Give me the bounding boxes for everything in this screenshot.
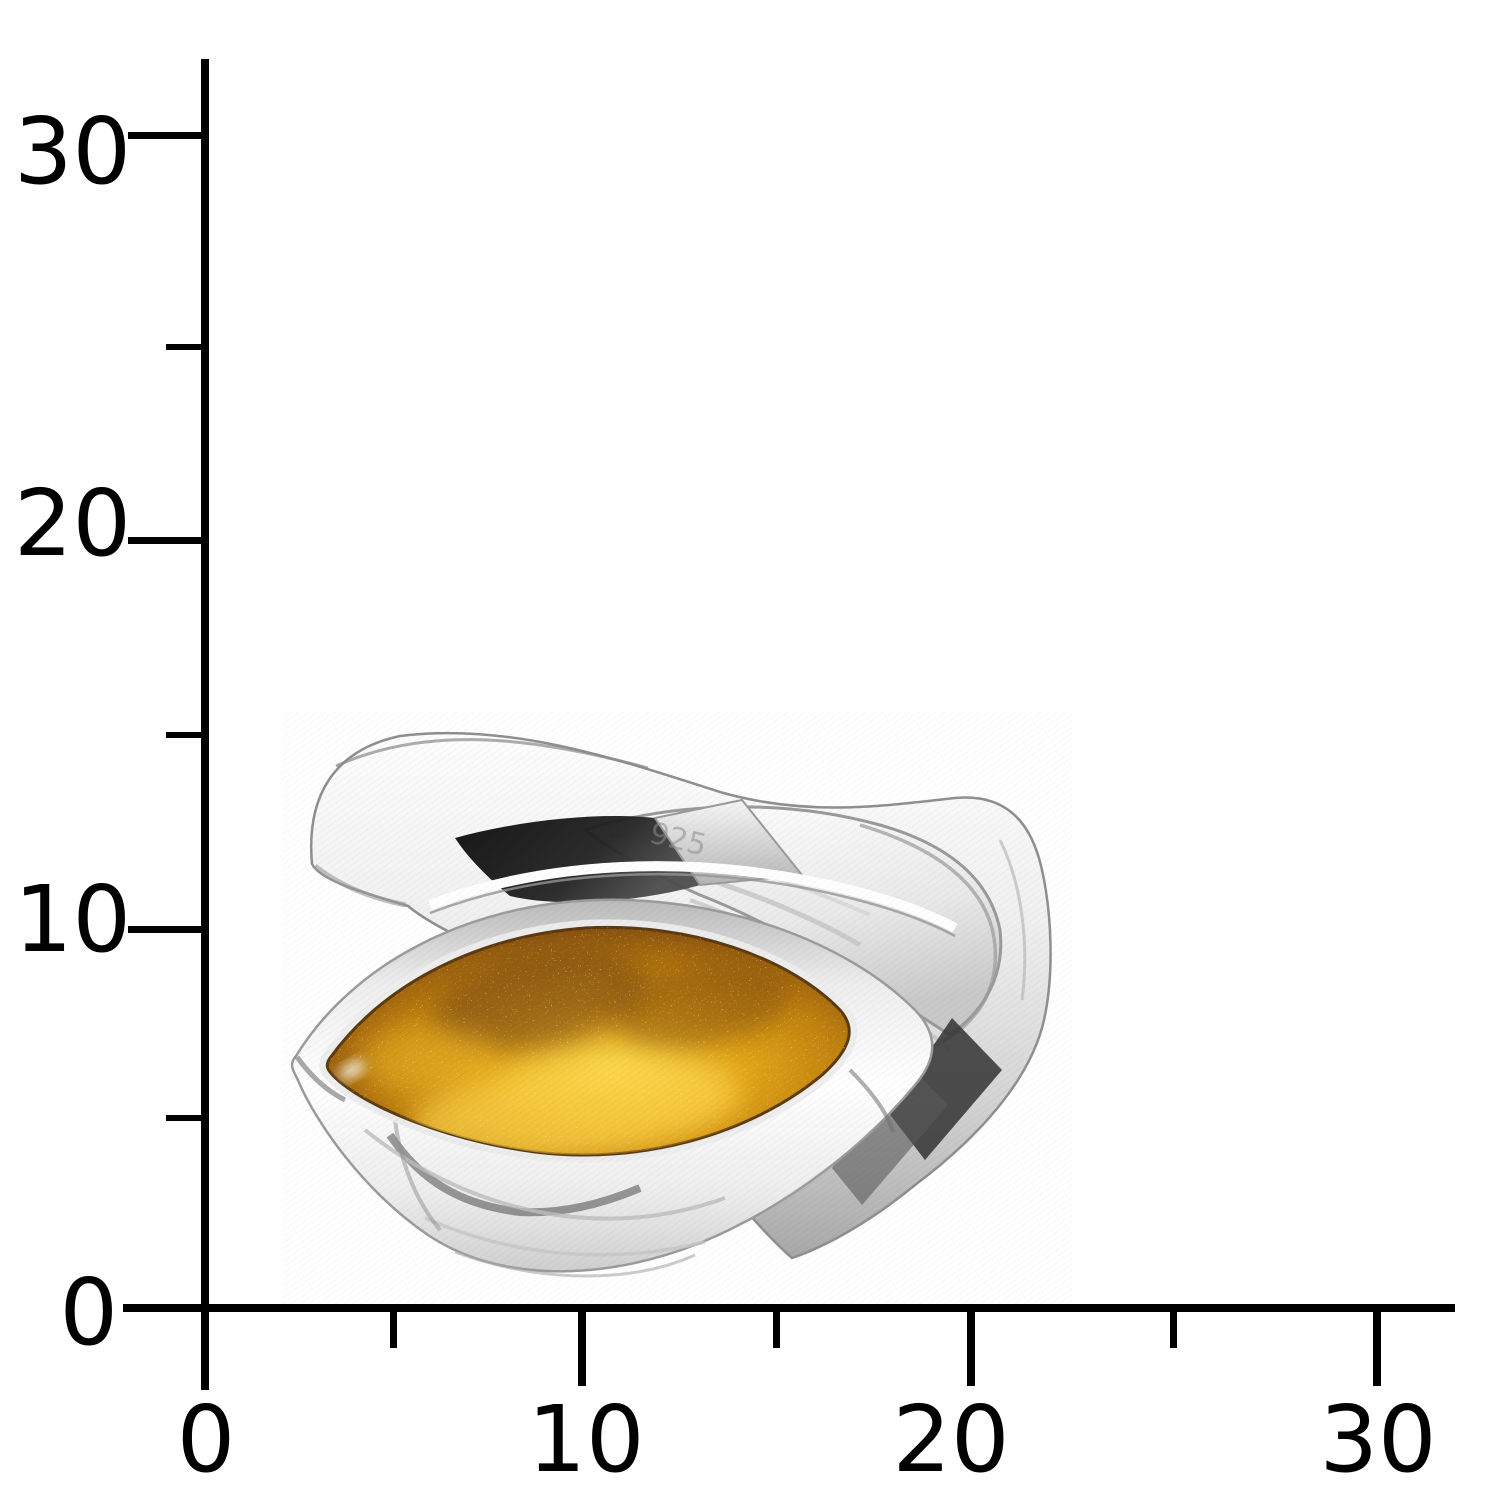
y-axis-label-0: 0 [59,1259,118,1366]
y-minor-tick-5 [166,1115,204,1121]
x-major-tick-0 [201,1304,209,1390]
y-major-tick-30 [128,132,204,139]
y-major-tick-20 [128,537,204,544]
y-axis-line [201,59,209,1390]
y-major-tick-10 [128,926,204,933]
x-axis-label-0: 0 [176,1386,236,1493]
scan-texture [282,712,1072,1312]
x-axis-label-30: 30 [1319,1386,1437,1493]
y-axis-label-10: 10 [14,866,132,973]
x-minor-tick-5 [390,1304,397,1348]
y-axis-label-30: 30 [14,98,132,205]
y-major-tick-0 [128,1304,204,1311]
x-major-tick-30 [1373,1304,1381,1386]
y-minor-tick-25 [166,344,204,350]
y-minor-tick-15 [166,732,204,738]
x-minor-tick-25 [1170,1304,1177,1348]
x-axis-line [123,1304,1455,1312]
x-axis-label-10: 10 [527,1386,645,1493]
x-major-tick-20 [967,1304,975,1386]
y-axis-label-20: 20 [14,470,132,577]
x-minor-tick-15 [773,1304,780,1348]
x-major-tick-10 [578,1304,586,1386]
x-axis-label-20: 20 [892,1386,1010,1493]
